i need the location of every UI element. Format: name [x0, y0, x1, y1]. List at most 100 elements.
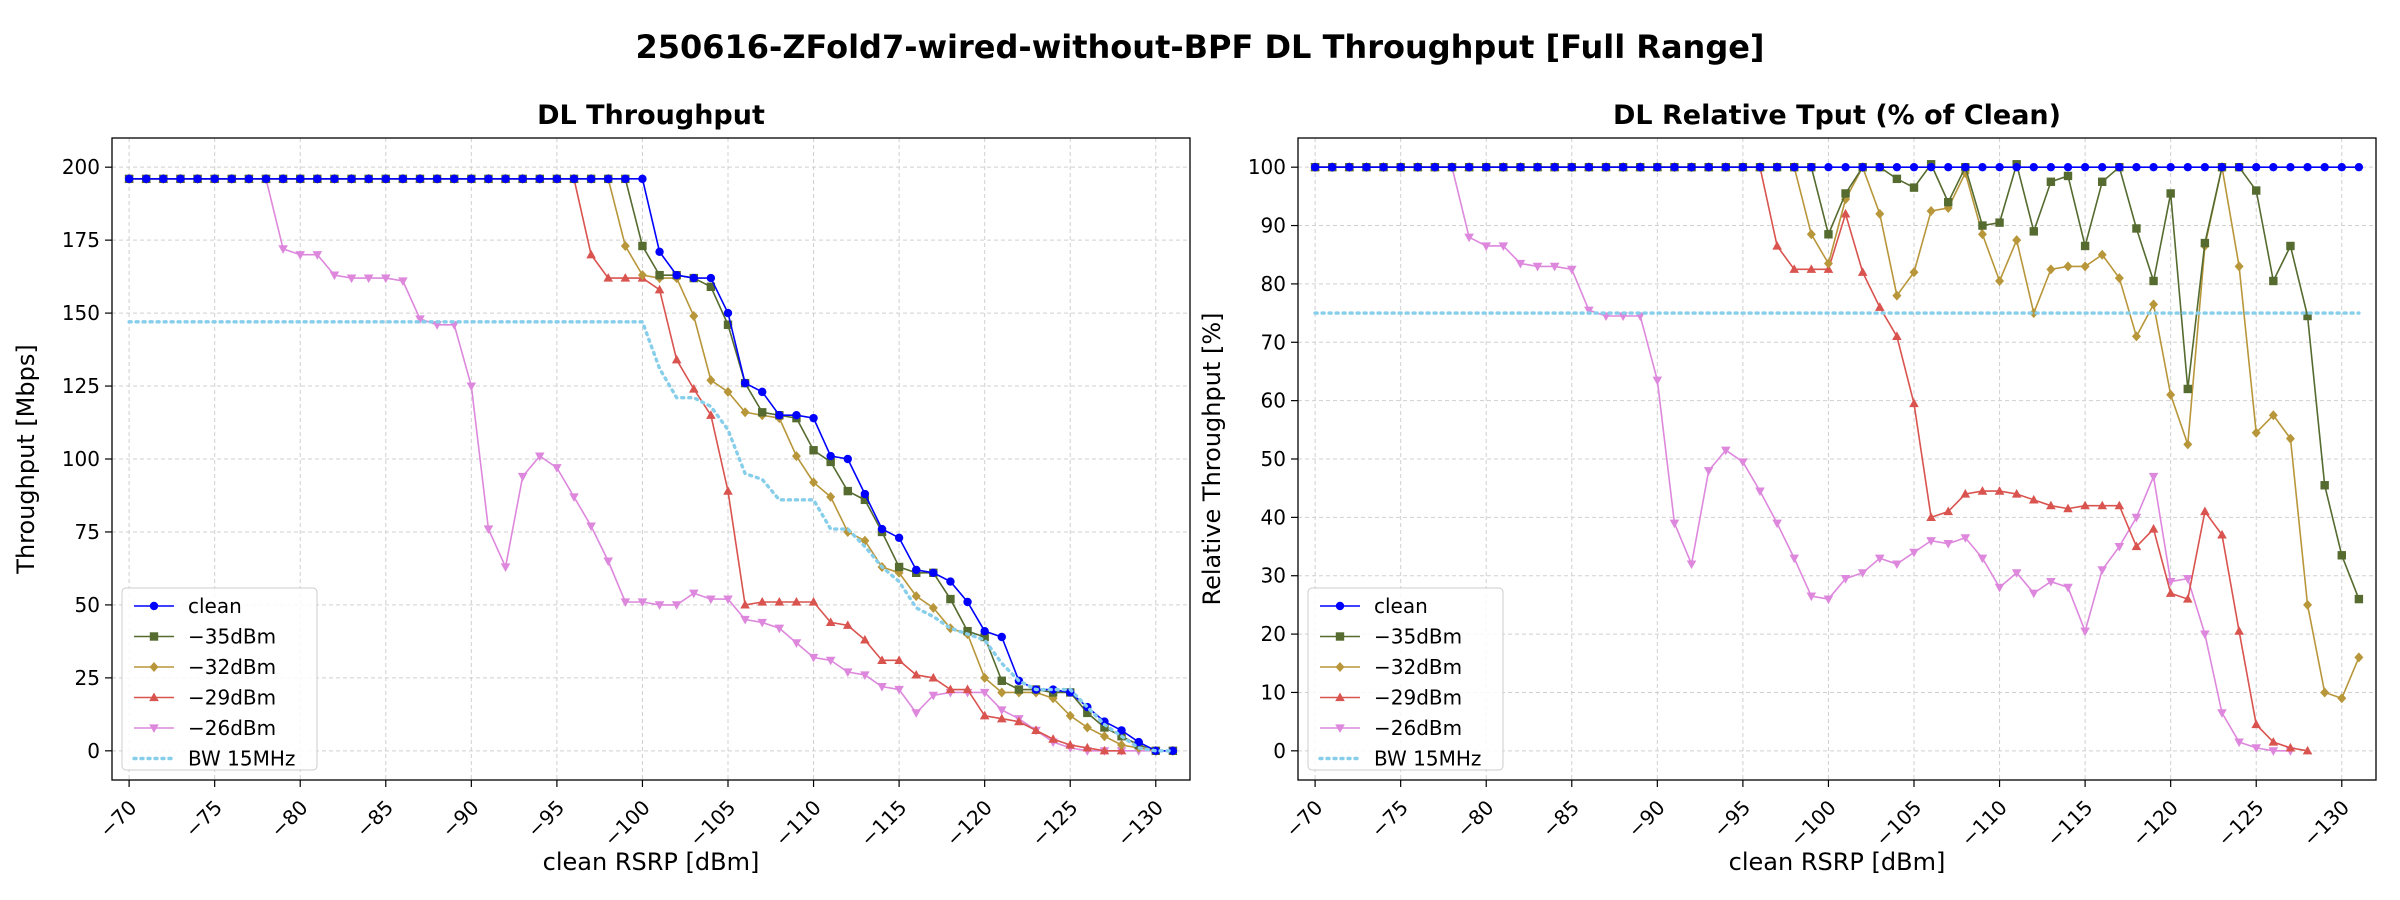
data-point-clean	[2080, 162, 2090, 172]
data-point-clean	[330, 174, 339, 184]
x-tick-label: −80	[266, 795, 313, 842]
data-point-clean	[706, 273, 716, 283]
data-point-29dbm	[688, 383, 699, 393]
data-point-clean	[638, 174, 647, 184]
data-point-clean	[860, 489, 870, 499]
data-point-26dbm	[842, 668, 853, 678]
data-point-26dbm	[295, 251, 306, 260]
data-point-35dbm	[1841, 189, 1850, 198]
legend-item-29dbm: −29dBm	[1320, 686, 1462, 710]
data-point-29dbm	[2080, 500, 2090, 510]
data-point-35dbm	[997, 676, 1006, 685]
data-point-clean	[1499, 162, 1508, 172]
x-tick-label: −115	[2042, 795, 2098, 851]
data-point-32dbm	[2166, 389, 2176, 400]
data-point-32dbm	[2234, 261, 2244, 272]
chart-title: DL Throughput	[537, 100, 765, 131]
data-point-clean	[1447, 162, 1457, 172]
legend-item-clean: clean	[134, 594, 242, 618]
data-point-29dbm	[1772, 240, 1782, 250]
data-point-32dbm	[1977, 229, 1987, 240]
data-point-29dbm	[2131, 541, 2142, 551]
data-point-29dbm	[1943, 506, 1954, 516]
data-point-32dbm	[2183, 439, 2193, 450]
data-point-clean	[1482, 162, 1491, 172]
data-point-clean	[1653, 162, 1662, 172]
data-point-35dbm	[2098, 177, 2107, 186]
x-tick-label: −115	[856, 795, 912, 851]
data-point-29dbm	[620, 273, 631, 282]
data-point-35dbm	[2320, 481, 2329, 490]
data-point-32dbm	[2285, 433, 2295, 444]
data-point-32dbm	[2268, 410, 2278, 421]
data-point-32dbm	[620, 240, 630, 251]
data-point-32dbm	[2149, 299, 2159, 310]
data-point-32dbm	[1823, 258, 1833, 269]
data-point-29dbm	[2148, 524, 2159, 533]
data-point-35dbm	[1014, 685, 1024, 694]
data-point-clean	[1168, 746, 1178, 756]
data-point-35dbm	[843, 486, 852, 496]
legend-label: −35dBm	[1374, 625, 1462, 649]
legend-label: −32dBm	[1374, 655, 1462, 679]
legend-item-bw-15mhz: BW 15MHz	[132, 747, 295, 771]
legend-item-29dbm: −29dBm	[134, 686, 276, 710]
data-point-29dbm	[2046, 500, 2056, 510]
data-point-clean	[569, 174, 579, 184]
data-point-clean	[843, 454, 852, 464]
data-point-32dbm	[2012, 235, 2022, 246]
data-point-clean	[347, 174, 356, 184]
data-point-26dbm	[2097, 566, 2108, 575]
x-tick-label: −75	[1366, 795, 1413, 842]
data-point-clean	[552, 174, 562, 184]
data-point-clean	[501, 174, 510, 184]
data-point-26dbm	[688, 589, 699, 599]
data-point-26dbm	[415, 315, 425, 324]
data-point-26dbm	[483, 525, 494, 535]
data-point-26dbm	[911, 709, 922, 718]
data-point-26dbm	[1738, 458, 1748, 467]
data-point-29dbm	[2165, 588, 2176, 597]
data-point-29dbm	[1065, 739, 1076, 749]
x-axis-label: clean RSRP [dBm]	[543, 848, 760, 876]
data-point-32dbm	[1995, 275, 2005, 286]
data-point-clean	[2063, 162, 2073, 172]
data-point-clean	[1892, 162, 1902, 172]
data-point-35dbm	[1100, 723, 1109, 732]
data-point-32dbm	[1875, 208, 1885, 219]
data-point-32dbm	[1099, 731, 1109, 742]
data-point-26dbm	[1566, 265, 1577, 275]
data-point-clean	[1100, 717, 1109, 726]
data-point-35dbm	[2149, 276, 2158, 286]
data-point-26dbm	[1857, 569, 1868, 578]
x-tick-label: −110	[1956, 795, 2012, 851]
legend-item-32dbm: −32dBm	[1320, 655, 1462, 679]
y-tick-label: 90	[1261, 214, 1286, 238]
data-point-32dbm	[2029, 308, 2039, 319]
data-point-26dbm	[637, 598, 648, 607]
data-point-29dbm	[2268, 737, 2279, 746]
data-point-26dbm	[1720, 446, 1731, 456]
data-point-29dbm	[2200, 506, 2210, 516]
data-point-clean	[723, 308, 733, 318]
data-point-26dbm	[346, 274, 357, 284]
data-point-clean	[415, 174, 425, 184]
data-point-clean	[1396, 162, 1405, 172]
x-tick-label: −105	[684, 795, 740, 851]
data-point-clean	[244, 174, 254, 184]
data-point-clean	[193, 174, 202, 184]
data-point-26dbm	[517, 472, 528, 482]
data-point-26dbm	[552, 464, 562, 473]
data-point-29dbm	[877, 655, 887, 664]
data-point-clean	[1618, 162, 1628, 172]
data-point-clean	[809, 413, 818, 423]
data-point-clean	[1379, 162, 1388, 172]
data-point-32dbm	[2080, 261, 2090, 272]
data-point-26dbm	[979, 688, 990, 698]
series-line-bw-15mhz	[127, 320, 1175, 753]
data-point-clean	[1704, 162, 1713, 172]
data-point-clean	[535, 174, 544, 184]
data-point-29dbm	[996, 713, 1007, 723]
data-point-26dbm	[329, 271, 340, 281]
legend-box	[121, 587, 318, 771]
